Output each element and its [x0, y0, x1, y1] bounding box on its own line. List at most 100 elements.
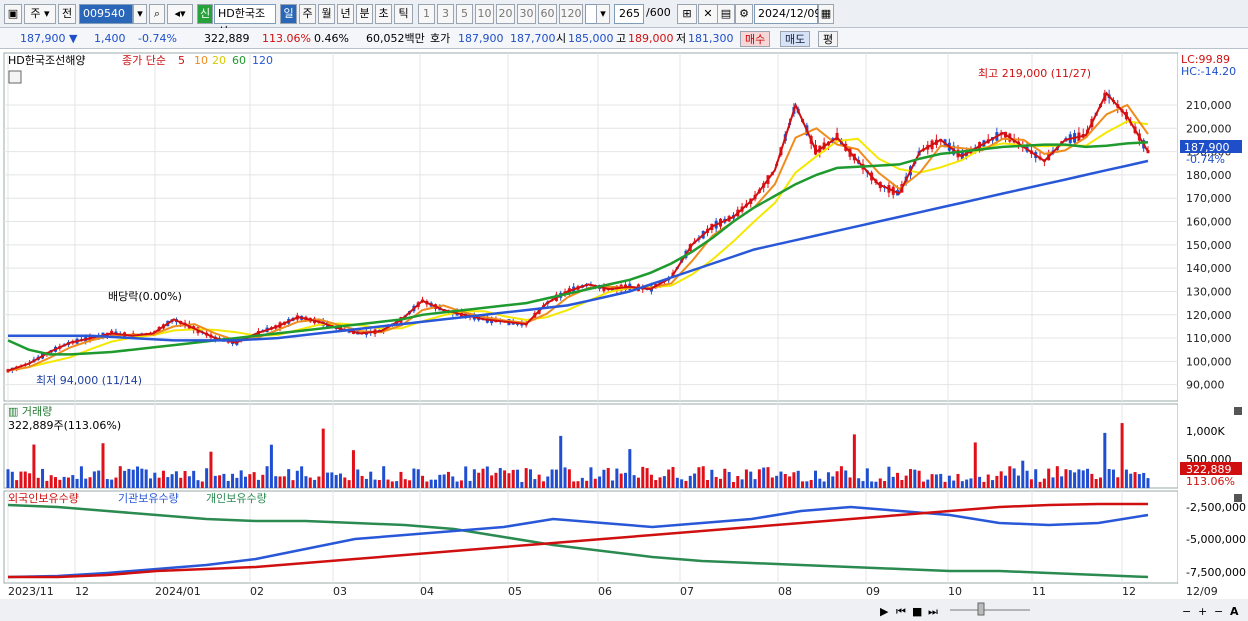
period-day[interactable]: 일	[280, 4, 297, 24]
volume-bar	[619, 473, 623, 488]
volume-bar	[66, 477, 70, 488]
quote-turnover: 0.46%	[314, 32, 349, 45]
x-axis: 2023/11 12 2024/01 02 03 04 05 06 07 08 09 10 11 12 12…	[8, 585, 1218, 598]
volume-bar	[909, 469, 912, 488]
volume-last-badge	[1180, 462, 1242, 475]
table-icon[interactable]	[8, 70, 22, 84]
volume-bar	[10, 471, 14, 488]
text-tool-icon[interactable]: A	[1230, 605, 1239, 618]
volume-bar	[278, 476, 282, 488]
period-month[interactable]: 월	[318, 4, 335, 24]
volume-bar	[317, 476, 321, 488]
volume-bar	[982, 481, 986, 488]
volume-bar	[999, 471, 1003, 488]
count-input[interactable]: 265	[614, 4, 644, 24]
interval-30[interactable]: 30	[517, 4, 536, 24]
stop-icon[interactable]: ■	[912, 605, 922, 618]
volume-bar	[861, 481, 865, 488]
legend-ma-120: 120	[252, 54, 273, 67]
interval-3[interactable]: 3	[437, 4, 454, 24]
volume-bar	[624, 472, 627, 488]
interval-120[interactable]: 120	[559, 4, 583, 24]
interval-10[interactable]: 10	[475, 4, 494, 24]
volume-bar	[395, 481, 399, 488]
volume-bar	[788, 476, 792, 488]
buy-button[interactable]: 매수	[740, 31, 771, 47]
volume-close-icon[interactable]	[1234, 407, 1242, 415]
legend-ma-20: 20	[212, 54, 226, 67]
window-icon[interactable]: ▣	[4, 4, 22, 24]
legend-ma-10: 10	[194, 54, 208, 67]
interval-60[interactable]: 60	[538, 4, 557, 24]
market-select[interactable]: 전	[58, 4, 76, 24]
scroll-right-icon[interactable]: ▶	[880, 605, 889, 618]
volume-bar	[537, 474, 541, 488]
search-icon[interactable]: ⌕	[149, 4, 165, 24]
volume-bar	[719, 478, 722, 488]
volume-bar	[1073, 472, 1077, 488]
avg-button[interactable]: 평	[818, 31, 839, 47]
holding-close-icon[interactable]	[1234, 494, 1242, 502]
volume-bar	[973, 442, 977, 488]
interval-20[interactable]: 20	[496, 4, 515, 24]
volume-bar	[304, 476, 308, 488]
period-tick[interactable]: 틱	[394, 4, 413, 24]
period-year[interactable]: 년	[337, 4, 354, 24]
volume-bar	[244, 476, 247, 488]
volume-bar	[900, 480, 904, 488]
volume-bar	[23, 471, 27, 488]
x-tick-label: 09	[866, 585, 880, 598]
code-input[interactable]: 009540	[79, 4, 133, 24]
volume-bar	[425, 481, 429, 488]
scroll-last-icon[interactable]: ⏭	[928, 605, 938, 618]
volume-bar	[516, 469, 520, 488]
volume-bar	[1133, 472, 1137, 488]
code-dropdown-icon[interactable]: ▾	[133, 4, 147, 24]
gear-icon[interactable]: ⚙	[735, 4, 753, 24]
quote-vol-ratio: 113.06%	[262, 32, 311, 45]
volume-bar	[256, 479, 260, 488]
price-chart[interactable]: 210,000200,000190,000180,000170,000160,0…	[0, 49, 1248, 621]
zoom-plus-icon[interactable]: +	[1198, 605, 1207, 618]
mode-select[interactable]: 주 ▾	[24, 4, 56, 24]
zoom-handle[interactable]	[977, 602, 985, 616]
volume-bar	[1042, 478, 1046, 488]
speaker-icon[interactable]: ◂▾	[167, 4, 193, 24]
zoom-reset-icon[interactable]: −	[1214, 605, 1223, 618]
interval-dropdown-icon[interactable]: ▾	[596, 4, 610, 24]
holding-foreign: 외국인보유수량	[8, 492, 79, 505]
holding-axis-1: -2,500,000	[1186, 501, 1246, 514]
volume-bar	[611, 480, 615, 488]
date-input[interactable]: 2024/12/09	[754, 4, 821, 24]
volume-bar	[602, 469, 606, 488]
interval-5[interactable]: 5	[456, 4, 473, 24]
volume-bar	[1008, 466, 1012, 488]
interval-1[interactable]: 1	[418, 4, 435, 24]
volume-bar	[533, 479, 537, 488]
volume-bar	[451, 476, 455, 488]
volume-bar	[766, 467, 770, 488]
sell-button[interactable]: 매도	[780, 31, 811, 47]
volume-bar	[123, 470, 127, 488]
volume-bar	[740, 479, 744, 488]
volume-bar	[127, 468, 131, 488]
crosshair-icon[interactable]: ✕	[698, 4, 718, 24]
volume-bar	[1016, 475, 1020, 488]
period-week[interactable]: 주	[299, 4, 316, 24]
period-second[interactable]: 초	[375, 4, 392, 24]
period-minute[interactable]: 분	[356, 4, 373, 24]
annotation-low: 최저 94,000 (11/14)	[36, 374, 142, 387]
y-tick-label: 170,000	[1186, 192, 1232, 205]
scroll-first-icon[interactable]: ⏮	[896, 605, 906, 618]
zoom-minus-icon[interactable]: −	[1182, 605, 1191, 618]
ma-60-line	[7, 141, 1149, 356]
volume-bar	[917, 470, 921, 488]
calendar-icon[interactable]: ▦	[818, 4, 834, 24]
open-label: 시	[556, 32, 567, 45]
chart-tools-icon[interactable]: ⊞	[677, 4, 697, 24]
save-icon[interactable]: ▤	[717, 4, 735, 24]
volume-bar	[831, 476, 835, 488]
volume-bar	[464, 466, 468, 488]
volume-bar	[200, 481, 204, 488]
x-tick-label: 12	[1122, 585, 1136, 598]
